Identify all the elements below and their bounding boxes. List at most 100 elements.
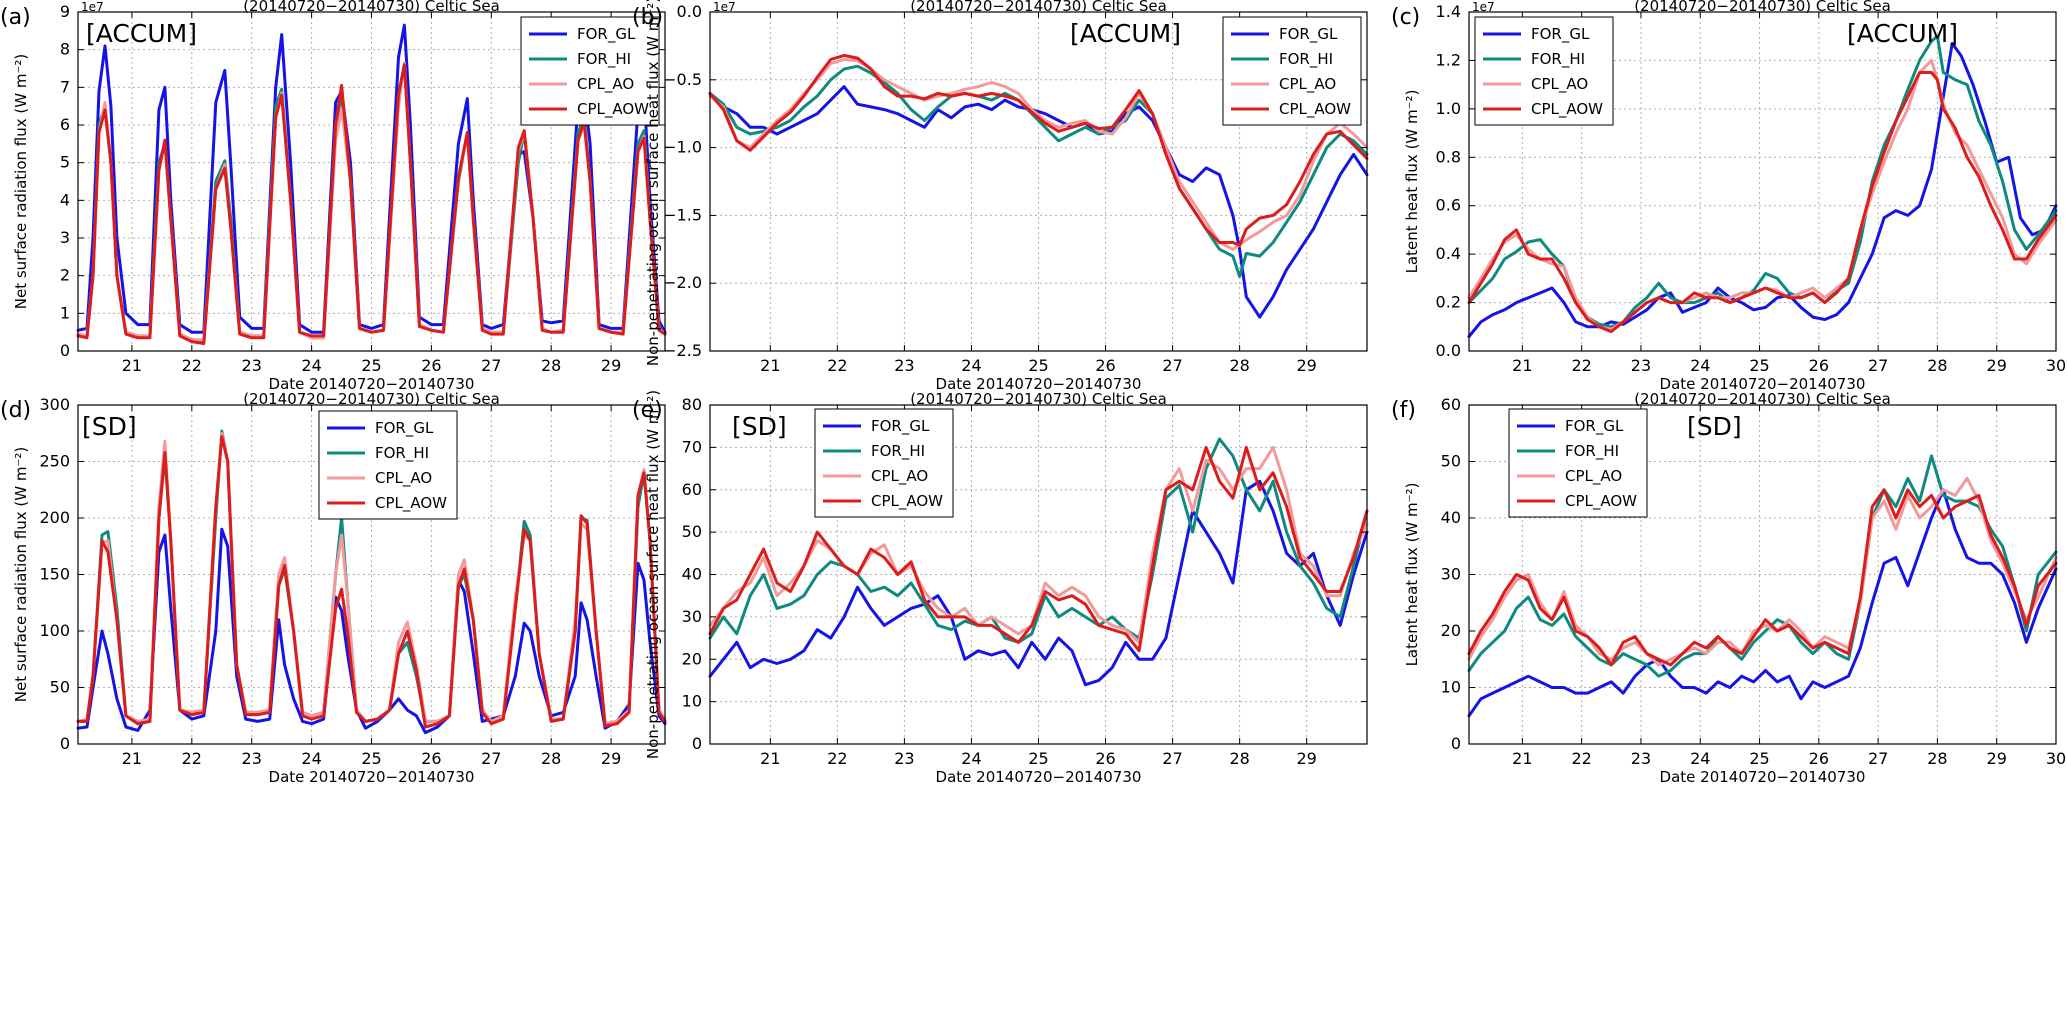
x-tick-label: 28: [1229, 749, 1249, 768]
series-line-cpl-ao: [708, 58, 1369, 251]
legend-label: CPL_AO: [1279, 75, 1336, 94]
plot-frame: [1468, 11, 2057, 352]
x-tick-label: 26: [1095, 356, 1115, 375]
y-tick-label: 1.2: [1436, 50, 1461, 69]
x-tick-label: 22: [1571, 356, 1591, 375]
x-tick-label: 28: [1927, 356, 1947, 375]
y-tick-label: 4: [60, 190, 70, 209]
panel-label: (d): [0, 398, 31, 423]
legend-label: FOR_GL: [375, 419, 434, 438]
y-tick-label: 150: [39, 565, 70, 584]
legend-label: FOR_HI: [1279, 50, 1333, 69]
x-tick-label: 27: [1162, 356, 1182, 375]
y-exponent-label: 1e7: [1472, 0, 1495, 14]
y-tick-label: 80: [682, 395, 702, 414]
x-tick-label: 29: [1987, 749, 2007, 768]
series-line-for-gl: [1467, 488, 2058, 718]
x-tick-label: 25: [361, 749, 381, 768]
x-tick-label: 22: [1571, 749, 1591, 768]
mode-tag: [SD]: [732, 412, 787, 441]
y-tick-label: 50: [1441, 452, 1461, 471]
y-tick-label: 1: [60, 303, 70, 322]
y-tick-label: 0.8: [1436, 147, 1461, 166]
x-tick-label: 21: [1512, 356, 1532, 375]
legend-label: CPL_AOW: [1531, 100, 1603, 119]
y-tick-label: 30: [682, 607, 702, 626]
x-axis-label: Date 20140720−20140730: [1660, 768, 1866, 786]
x-tick-label: 23: [1631, 356, 1651, 375]
chart-title: (20140720−20140730) Celtic Sea: [910, 390, 1167, 408]
series-line-cpl-aow: [76, 435, 667, 729]
y-axis-label: Non-penetrating ocean surface heat flux …: [644, 0, 662, 366]
x-axis-label: Date 20140720−20140730: [1660, 375, 1866, 393]
y-tick-label: 200: [39, 508, 70, 527]
legend-label: CPL_AOW: [1279, 100, 1351, 119]
x-tick-label: 25: [1028, 356, 1048, 375]
x-tick-label: 29: [1296, 749, 1316, 768]
panel-f: 21 22 23 24 25 26 27 28 29 30 0 10 20 30 40 50 60 (f) (201…: [1391, 390, 2066, 786]
y-tick-label: −1.0: [663, 138, 702, 157]
x-tick-label: 28: [1229, 356, 1249, 375]
x-tick-label: 26: [1809, 356, 1829, 375]
y-tick-label: 8: [60, 40, 70, 59]
legend-label: CPL_AO: [1565, 467, 1622, 486]
panel-c: 21 22 23 24 25 26 27 28 29 30 0.0 0.2 0.4 0.6 0.8 1.0 1.…: [1391, 0, 2066, 393]
series-line-for-gl: [1467, 42, 2058, 338]
y-tick-label: 0.0: [1436, 341, 1461, 360]
legend-label: CPL_AO: [375, 469, 432, 488]
mode-tag: [SD]: [82, 412, 137, 441]
y-axis-label: Latent heat flux (W m⁻²): [1403, 483, 1421, 667]
y-tick-label: 9: [60, 2, 70, 21]
x-tick-label: 29: [601, 356, 621, 375]
x-tick-label: 30: [2046, 749, 2066, 768]
series-line-cpl-aow: [708, 445, 1369, 653]
series-line-for-hi: [708, 437, 1369, 644]
legend-label: FOR_HI: [577, 50, 631, 69]
legend-label: FOR_HI: [375, 444, 429, 463]
y-tick-label: 1.4: [1436, 2, 1461, 21]
y-tick-label: 70: [682, 437, 702, 456]
x-tick-label: 22: [827, 356, 847, 375]
x-tick-label: 25: [1749, 749, 1769, 768]
legend-label: FOR_GL: [577, 25, 636, 44]
x-tick-label: 25: [361, 356, 381, 375]
panel-d: 21 22 23 24 25 26 27 28 29 0 50 100 150 200 250 300 (d) (…: [0, 390, 667, 786]
x-tick-label: 21: [760, 749, 780, 768]
panel-label: (e): [632, 398, 663, 423]
y-tick-label: 2: [60, 266, 70, 285]
y-tick-label: 20: [682, 649, 702, 668]
legend-label: CPL_AOW: [577, 100, 649, 119]
y-tick-label: −2.5: [663, 341, 702, 360]
x-axis-label: Date 20140720−20140730: [936, 768, 1142, 786]
x-tick-label: 27: [1868, 356, 1888, 375]
x-tick-label: 28: [541, 356, 561, 375]
legend-label: FOR_HI: [1531, 50, 1585, 69]
y-tick-label: 40: [1441, 508, 1461, 527]
y-tick-label: 100: [39, 621, 70, 640]
x-tick-label: 21: [122, 749, 142, 768]
legend-label: FOR_GL: [1279, 25, 1338, 44]
y-tick-label: 0: [692, 734, 702, 753]
y-tick-label: 60: [682, 480, 702, 499]
y-tick-label: 30: [1441, 565, 1461, 584]
x-axis-label: Date 20140720−20140730: [269, 768, 475, 786]
y-tick-label: 20: [1441, 621, 1461, 640]
legend-label: CPL_AO: [871, 467, 928, 486]
y-tick-label: 300: [39, 395, 70, 414]
y-tick-label: 3: [60, 228, 70, 247]
x-axis-label: Date 20140720−20140730: [936, 375, 1142, 393]
series-line-for-gl: [708, 85, 1369, 319]
x-tick-label: 27: [1162, 749, 1182, 768]
series-line-cpl-aow: [1467, 488, 2058, 667]
y-axis-label: Non-penetrating ocean surface heat flux …: [644, 390, 662, 759]
y-tick-label: 40: [682, 565, 702, 584]
x-tick-label: 21: [1512, 749, 1532, 768]
y-tick-label: 0.4: [1436, 244, 1461, 263]
x-tick-label: 29: [1296, 356, 1316, 375]
x-tick-label: 22: [182, 356, 202, 375]
y-tick-label: 0: [60, 341, 70, 360]
x-tick-label: 30: [2046, 356, 2066, 375]
x-tick-label: 23: [894, 749, 914, 768]
y-tick-label: 10: [1441, 678, 1461, 697]
